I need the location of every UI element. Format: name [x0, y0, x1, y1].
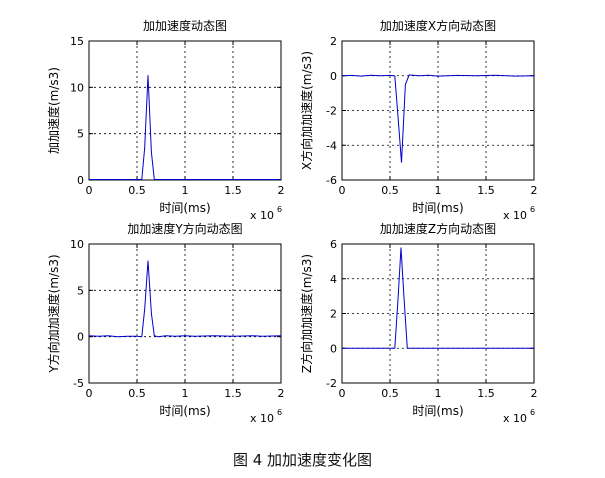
x-tick-label: 2 — [531, 184, 538, 197]
series-line — [342, 247, 534, 349]
chart-title: 加加速度X方向动态图 — [380, 18, 496, 33]
y-tick-label: 0 — [330, 70, 337, 83]
y-axis-label: X方向加加速度(m/s3) — [299, 51, 314, 170]
x-tick-label: 1.5 — [477, 387, 495, 400]
x-multiplier-exponent: 6 — [530, 205, 535, 214]
y-tick-label: 2 — [330, 308, 337, 321]
x-tick-label: 0 — [86, 387, 93, 400]
x-axis-label: 时间(ms) — [412, 201, 463, 215]
y-tick-label: 10 — [70, 238, 84, 251]
x-tick-label: 1 — [182, 387, 189, 400]
y-tick-label: -5 — [73, 377, 84, 390]
y-axis-label: 加加速度(m/s3) — [46, 67, 61, 154]
chart-title: 加加速度Y方向动态图 — [127, 221, 242, 236]
y-tick-label: 2 — [330, 35, 337, 48]
x-axis-label: 时间(ms) — [159, 404, 210, 418]
x-multiplier: x 10 — [503, 412, 527, 425]
x-tick-label: 0 — [86, 184, 93, 197]
y-tick-label: -2 — [326, 377, 337, 390]
series-line — [89, 75, 281, 180]
x-tick-label: 1 — [435, 387, 442, 400]
x-tick-label: 0 — [339, 184, 346, 197]
x-axis-label: 时间(ms) — [412, 404, 463, 418]
x-tick-label: 0.5 — [128, 387, 146, 400]
figure-caption: 图 4 加加速度变化图 — [232, 451, 373, 469]
x-tick-label: 0.5 — [381, 387, 399, 400]
y-tick-label: 5 — [77, 284, 84, 297]
x-multiplier: x 10 — [503, 209, 527, 222]
x-tick-label: 2 — [278, 184, 285, 197]
x-multiplier: x 10 — [250, 209, 274, 222]
y-axis-label: Y方向加加速度(m/s3) — [46, 254, 61, 373]
chart-title: 加加速度动态图 — [143, 18, 227, 33]
x-axis-label: 时间(ms) — [159, 201, 210, 215]
x-tick-label: 0.5 — [128, 184, 146, 197]
x-tick-label: 1.5 — [477, 184, 495, 197]
y-axis-label: Z方向加加速度(m/s3) — [299, 254, 314, 373]
y-tick-label: 15 — [70, 35, 84, 48]
y-tick-label: -4 — [326, 139, 337, 152]
x-tick-label: 1.5 — [224, 184, 242, 197]
y-tick-label: -2 — [326, 105, 337, 118]
x-multiplier: x 10 — [250, 412, 274, 425]
y-tick-label: 10 — [70, 81, 84, 94]
y-tick-label: 4 — [330, 273, 337, 286]
x-tick-label: 2 — [531, 387, 538, 400]
chart-title: 加加速度Z方向动态图 — [380, 221, 496, 236]
x-tick-label: 1 — [182, 184, 189, 197]
x-tick-label: 0 — [339, 387, 346, 400]
series-line — [341, 74, 535, 163]
y-tick-label: 6 — [330, 238, 337, 251]
series-line — [88, 260, 282, 338]
x-tick-label: 1.5 — [224, 387, 242, 400]
x-multiplier-exponent: 6 — [277, 408, 282, 417]
x-tick-label: 0.5 — [381, 184, 399, 197]
x-tick-label: 2 — [278, 387, 285, 400]
y-tick-label: 5 — [77, 128, 84, 141]
y-tick-label: 0 — [330, 342, 337, 355]
x-tick-label: 1 — [435, 184, 442, 197]
x-multiplier-exponent: 6 — [277, 205, 282, 214]
y-tick-label: 0 — [77, 174, 84, 187]
y-tick-label: 0 — [77, 331, 84, 344]
x-multiplier-exponent: 6 — [530, 408, 535, 417]
y-tick-label: -6 — [326, 174, 337, 187]
